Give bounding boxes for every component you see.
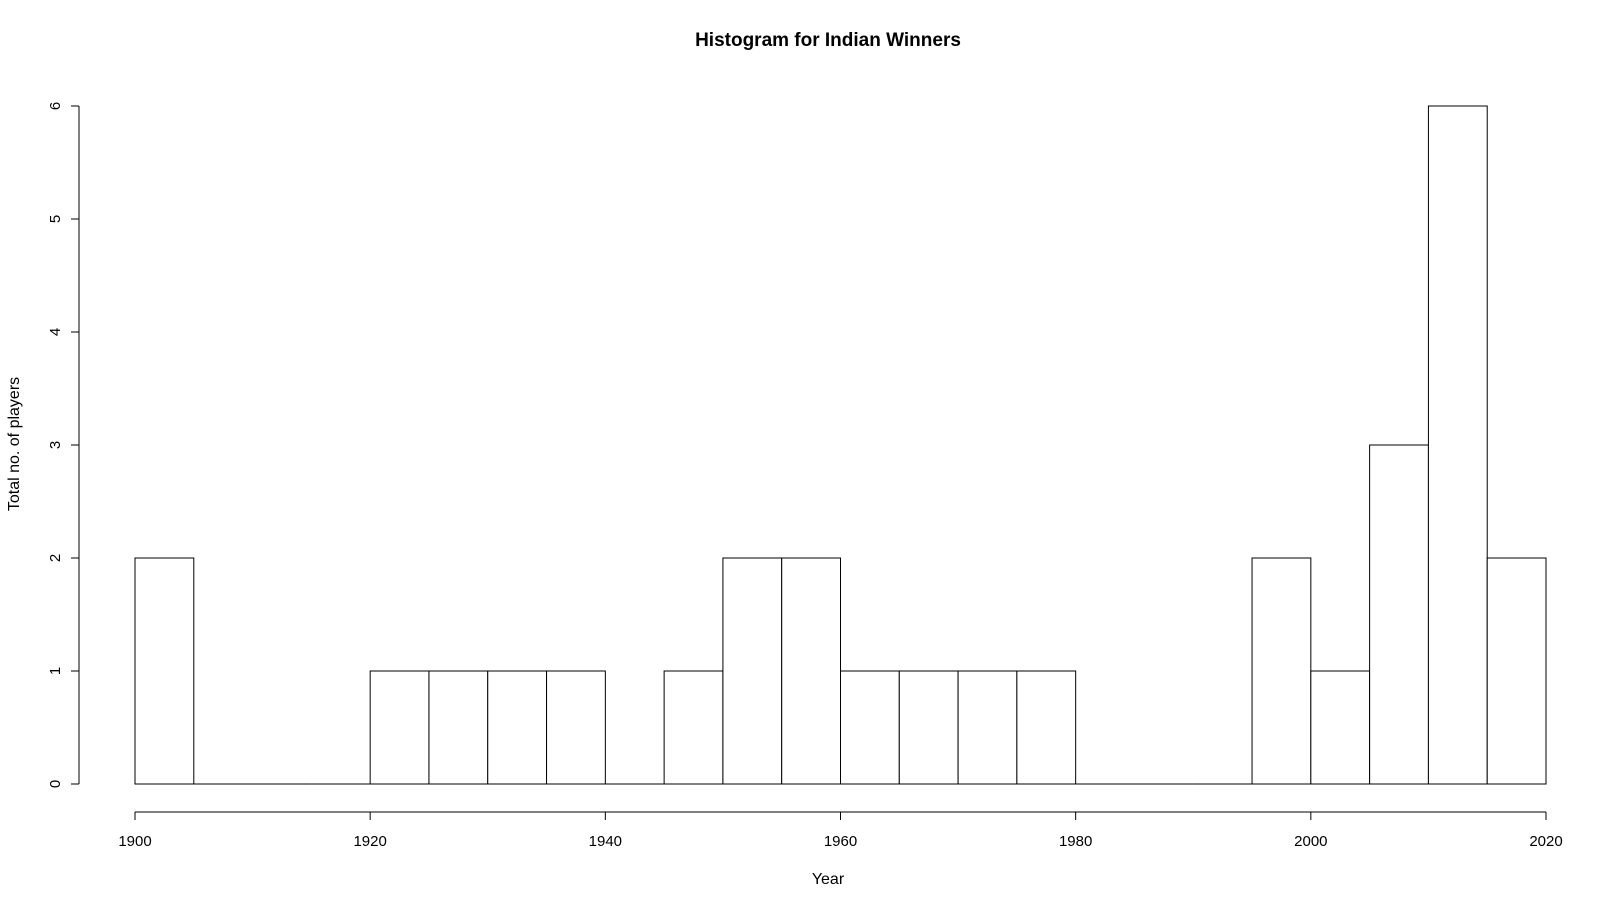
histogram-bar-2000-2005 [1310,670,1371,785]
x-tick-label-1900: 1900 [118,833,151,850]
chart-title: Histogram for Indian Winners [695,30,961,51]
x-tick-label-1980: 1980 [1059,833,1092,850]
histogram-bar-2005-2010 [1369,444,1429,785]
x-tick-label-2000: 2000 [1294,833,1327,850]
y-axis: 0 1 2 3 4 5 6 [47,102,80,788]
x-axis: 1900 1920 1940 1960 1980 2000 2020 [118,811,1563,850]
x-tick-label-1940: 1940 [589,833,622,850]
histogram-bars [134,105,1547,785]
y-tick-label-1: 1 [47,667,64,675]
histogram-bar-2010-2015 [1427,105,1488,785]
histogram-bar-1945-1950 [663,670,724,785]
x-tick-label-2020: 2020 [1529,833,1562,850]
histogram-bar-1930-1935 [487,670,548,785]
histogram-bar-1935-1940 [546,670,606,785]
histogram-bar-1995-2000 [1251,557,1312,785]
histogram-bar-1970-1975 [957,670,1018,785]
histogram-bar-1960-1965 [840,670,900,785]
histogram-bar-1900-1905 [134,557,195,785]
y-tick-label-2: 2 [47,554,64,562]
y-tick-label-3: 3 [47,441,64,449]
y-tick-label-0: 0 [47,780,64,788]
x-axis-title: Year [812,871,845,888]
y-tick-label-6: 6 [47,102,64,110]
histogram-bar-1965-1970 [898,670,959,785]
y-axis-title: Total no. of players [6,377,23,511]
histogram-bar-1925-1930 [428,670,489,785]
y-tick-label-4: 4 [47,328,64,336]
y-tick-label-5: 5 [47,215,64,223]
histogram-bar-1950-1955 [722,557,783,785]
histogram-bar-1955-1960 [781,557,841,785]
histogram-bar-2015-2020 [1486,557,1547,785]
histogram-bar-1975-1980 [1016,670,1077,785]
x-tick-label-1960: 1960 [824,833,857,850]
x-tick-label-1920: 1920 [353,833,386,850]
histogram-bar-1920-1925 [369,670,430,785]
